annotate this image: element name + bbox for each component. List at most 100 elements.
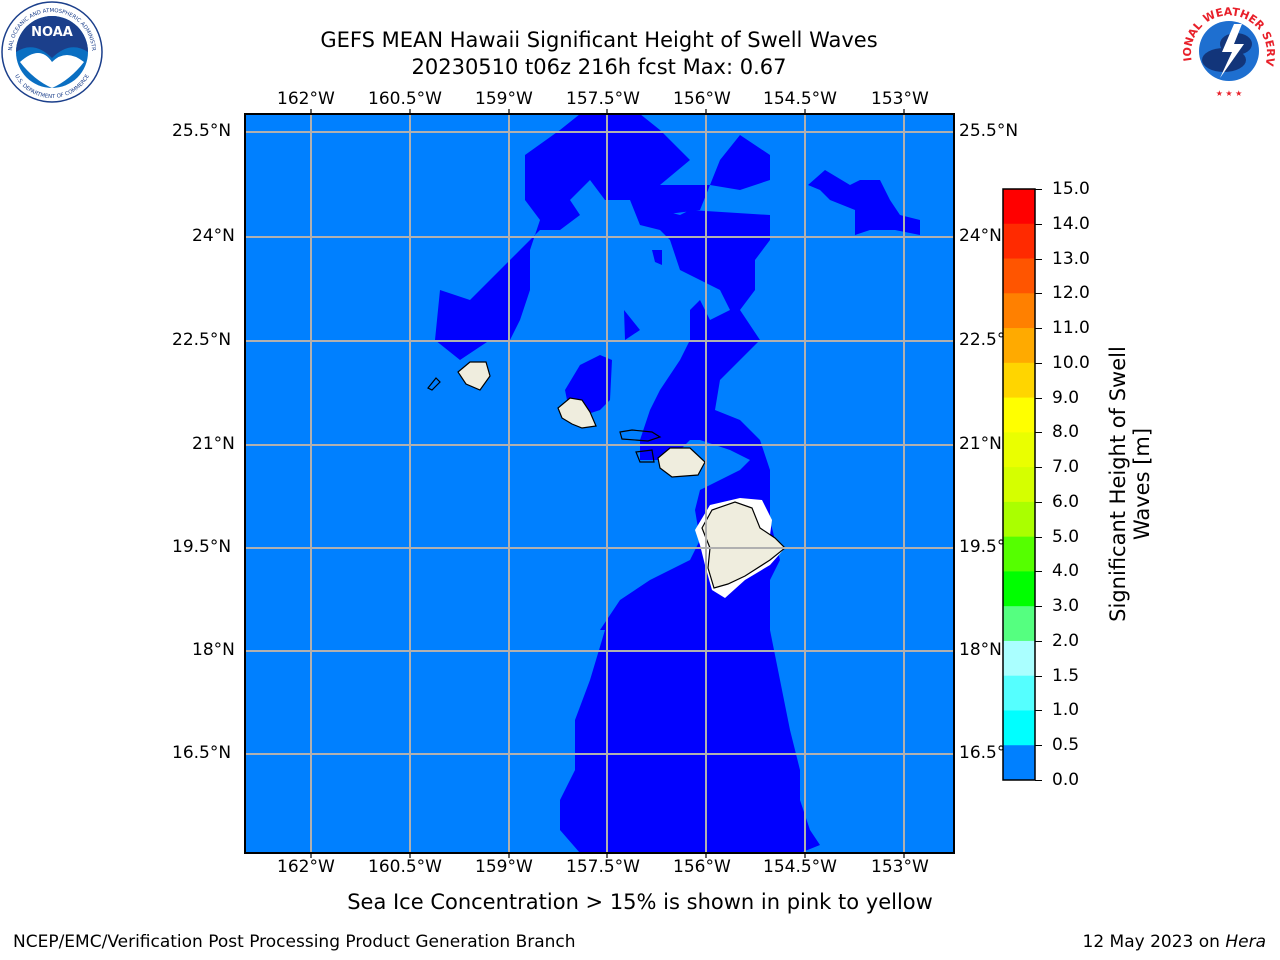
colorbar-swatch xyxy=(1003,606,1035,642)
lat-label-right: 21°N xyxy=(959,434,1002,454)
noaa-logo: NATIONAL OCEANIC AND ATMOSPHERIC ADMINIS… xyxy=(0,0,103,103)
colorbar-tick-mark xyxy=(1035,293,1042,295)
colorbar-tick-label: 7.0 xyxy=(1052,457,1080,478)
map-field xyxy=(245,114,954,853)
colorbar-swatch xyxy=(1003,328,1035,364)
lat-label-right: 24°N xyxy=(959,226,1002,246)
colorbar-tick-mark xyxy=(1035,362,1042,364)
lon-label-top: 162°W xyxy=(277,89,335,109)
colorbar-tick-mark xyxy=(1035,328,1042,330)
colorbar-tick-label: 0.0 xyxy=(1052,770,1080,790)
lon-label-bottom: 162°W xyxy=(277,857,335,877)
colorbar-tick-label: 9.0 xyxy=(1052,387,1080,408)
lon-label-bottom: 154.5°W xyxy=(763,857,837,877)
colorbar-tick-label: 13.0 xyxy=(1052,248,1090,269)
lat-label-left: 16.5°N xyxy=(172,743,232,763)
colorbar-label: Significant Height of Swell Waves [m] xyxy=(1106,346,1154,622)
colorbar-tick-label: 1.0 xyxy=(1052,700,1080,721)
island-niihau xyxy=(427,377,441,391)
lon-label-bottom: 153°W xyxy=(871,857,929,877)
lon-label-top: 154.5°W xyxy=(763,89,837,109)
swell-band-0.0-0.5-speck xyxy=(652,250,662,265)
lon-label-bottom: 159°W xyxy=(475,857,533,877)
lon-label-top: 160.5°W xyxy=(368,89,442,109)
swell-band-0.0-0.5-patch xyxy=(624,310,640,340)
colorbar-swatch xyxy=(1003,467,1035,503)
colorbar-tick-label: 1.5 xyxy=(1052,665,1080,686)
colorbar-tick-mark xyxy=(1035,501,1042,503)
noaa-logo-text: NOAA xyxy=(31,25,73,40)
colorbar-swatch xyxy=(1003,640,1035,677)
colorbar-tick-label: 14.0 xyxy=(1052,213,1090,234)
island-oahu xyxy=(557,397,597,429)
colorbar-swatch xyxy=(1003,745,1035,781)
colorbar-tick-label: 11.0 xyxy=(1052,318,1090,339)
colorbar-tick-mark xyxy=(1035,606,1042,608)
colorbar-tick-label: 2.0 xyxy=(1052,630,1080,651)
lon-label-top: 159°W xyxy=(475,89,533,109)
colorbar-tick-label: 15.0 xyxy=(1052,179,1090,199)
footer-host: Hera xyxy=(1225,932,1266,952)
colorbar-tick-label: 10.0 xyxy=(1052,352,1090,373)
map-frame xyxy=(244,113,955,854)
colorbar-swatch xyxy=(1003,397,1035,433)
colorbar-tick-mark xyxy=(1035,571,1042,573)
colorbar-swatch xyxy=(1003,223,1035,260)
colorbar-tick-label: 3.0 xyxy=(1052,596,1080,617)
footer-branch: NCEP/EMC/Verification Post Processing Pr… xyxy=(13,932,576,952)
lat-label-right: 25.5°N xyxy=(959,121,1019,141)
graticule xyxy=(245,114,954,853)
lat-label-left: 24°N xyxy=(192,226,235,246)
colorbar-swatch xyxy=(1003,432,1035,468)
lon-label-top: 156°W xyxy=(673,89,731,109)
colorbar-tick-mark xyxy=(1035,640,1042,642)
colorbar-tick-mark xyxy=(1035,258,1042,260)
colorbar-tick-mark xyxy=(1035,780,1042,781)
lat-label-left: 19.5°N xyxy=(172,537,232,557)
lon-label-bottom: 157.5°W xyxy=(566,857,640,877)
colorbar-tick-label: 4.0 xyxy=(1052,561,1080,582)
lon-label-bottom: 156°W xyxy=(673,857,731,877)
lon-label-top: 153°W xyxy=(871,89,929,109)
colorbar-tick-mark xyxy=(1035,745,1042,747)
nws-logo: NATIONAL WEATHER SERVICE ★ ★ ★ xyxy=(1178,0,1278,100)
sea-ice-caption: Sea Ice Concentration > 15% is shown in … xyxy=(347,890,933,914)
chart-title-line2: 20230510 t06z 216h fcst Max: 0.67 xyxy=(411,55,787,79)
colorbar-tick-label: 12.0 xyxy=(1052,283,1090,304)
colorbar-swatch xyxy=(1003,675,1035,711)
island-maui xyxy=(657,447,706,478)
lat-label-left: 21°N xyxy=(192,434,235,454)
island-kauai xyxy=(457,361,491,391)
colorbar-swatch xyxy=(1003,501,1035,538)
colorbar-swatch xyxy=(1003,189,1035,225)
lon-label-bottom: 160.5°W xyxy=(368,857,442,877)
lon-label-top: 157.5°W xyxy=(566,89,640,109)
lat-label-right: 18°N xyxy=(959,640,1002,660)
colorbar-tick-label: 6.0 xyxy=(1052,491,1080,512)
colorbar-tick-mark xyxy=(1035,189,1042,190)
colorbar-tick-label: 0.5 xyxy=(1052,735,1080,756)
colorbar-swatch xyxy=(1003,258,1035,294)
colorbar-swatch xyxy=(1003,571,1035,607)
chart-title-line1: GEFS MEAN Hawaii Significant Height of S… xyxy=(320,28,878,52)
colorbar-tick-mark xyxy=(1035,467,1042,469)
colorbar-tick-mark xyxy=(1035,432,1042,434)
colorbar-tick-mark xyxy=(1035,710,1042,712)
colorbar-tick-mark xyxy=(1035,397,1042,399)
colorbar xyxy=(1002,188,1036,781)
island-molokai xyxy=(619,429,662,442)
colorbar-tick-mark xyxy=(1035,536,1042,538)
colorbar-swatch xyxy=(1003,710,1035,746)
colorbar-swatch xyxy=(1003,293,1035,329)
colorbar-swatch xyxy=(1003,536,1035,572)
colorbar-tick-label: 8.0 xyxy=(1052,422,1080,443)
colorbar-tick-mark xyxy=(1035,223,1042,225)
colorbar-tick-label: 5.0 xyxy=(1052,526,1080,547)
lat-label-left: 25.5°N xyxy=(172,121,232,141)
swell-band-0.0-0.5-ne xyxy=(808,170,920,235)
colorbar-tick-mark xyxy=(1035,675,1042,677)
footer-date: 12 May 2023 on Hera xyxy=(1082,932,1267,952)
lat-label-left: 22.5°N xyxy=(172,330,232,350)
svg-text:★ ★ ★: ★ ★ ★ xyxy=(1216,89,1243,98)
